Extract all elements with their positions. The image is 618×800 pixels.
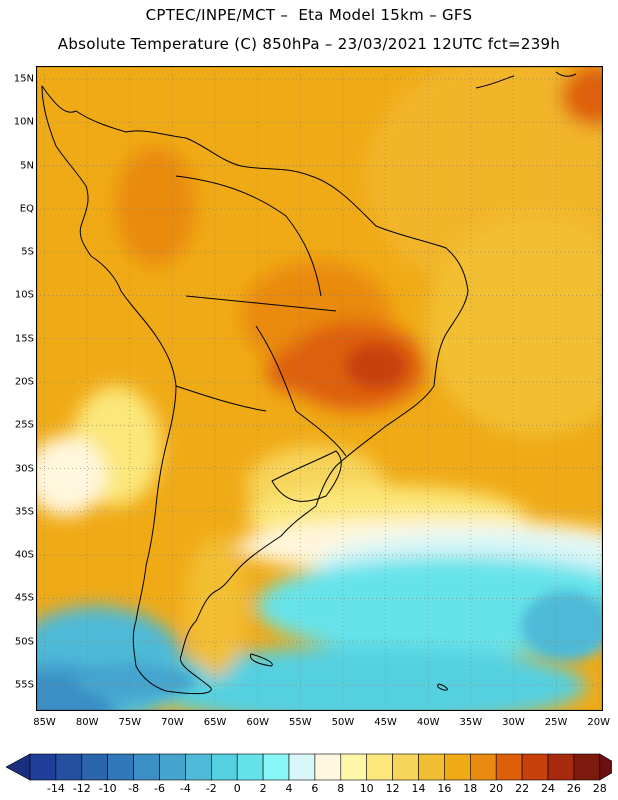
colorbar-swatch [314, 753, 342, 781]
colorbar-swatch [55, 753, 83, 781]
colorbar-under-arrow [6, 753, 31, 781]
lon-tick-label: 25W [544, 717, 568, 728]
colorbar-swatch [444, 753, 471, 781]
lat-tick-label: 10N [13, 116, 34, 128]
lon-tick-label: 30W [502, 717, 525, 728]
colorbar-swatch [29, 753, 57, 781]
colorbar-tick-label: -4 [179, 782, 191, 795]
colorbar-swatch [133, 753, 160, 781]
colorbar-tick-label: -10 [98, 782, 117, 795]
lat-tick-label: 50S [14, 636, 34, 648]
colorbar-swatch [495, 753, 523, 781]
lon-tick-label: 75W [118, 717, 142, 728]
colorbar-swatch [392, 753, 419, 781]
lat-tick-label: 15N [13, 73, 34, 85]
colorbar-swatch [418, 753, 445, 781]
temperature-map [36, 66, 603, 711]
lat-tick-label: 35S [14, 506, 34, 518]
colorbar-tick-label: 20 [489, 782, 504, 795]
colorbar-tick-label: 6 [311, 782, 319, 795]
colorbar-tick-label: -8 [128, 782, 140, 795]
lon-tick-label: 80W [75, 717, 99, 728]
colorbar-swatch [521, 753, 549, 781]
colorbar-tick-label: -2 [205, 782, 217, 795]
colorbar-tick-label: 0 [233, 782, 241, 795]
colorbar-tick-label: 8 [337, 782, 345, 795]
lon-tick-label: 85W [33, 717, 56, 728]
colorbar-swatch [547, 753, 575, 781]
lat-tick-label: 15S [14, 333, 34, 345]
lon-tick-label: 40W [416, 717, 440, 728]
lon-tick-label: 60W [246, 717, 269, 728]
lon-tick-label: 35W [459, 717, 483, 728]
colorbar-tick-label: 14 [411, 782, 426, 795]
colorbar-swatch [211, 753, 238, 781]
lat-tick-label: 10S [14, 289, 34, 301]
colorbar-tick-label: 16 [437, 782, 452, 795]
lat-tick-label: 40S [14, 549, 34, 561]
lon-tick-label: 45W [374, 717, 397, 728]
colorbar-tick-label: 26 [566, 782, 581, 795]
colorbar-swatch [236, 753, 264, 781]
lat-tick-label: 25S [14, 419, 34, 431]
lat-tick-label: 55S [14, 679, 34, 691]
colorbar-tick-label: -6 [154, 782, 165, 795]
colorbar-swatch [107, 753, 134, 781]
colorbar-swatch [288, 753, 316, 781]
colorbar-tick-label: 12 [385, 782, 400, 795]
colorbar-tick-label: -14 [46, 782, 65, 795]
lat-tick-label: EQ [19, 203, 34, 215]
colorbar-tick-label: 28 [592, 782, 607, 795]
lat-tick-label: 20S [14, 376, 34, 388]
lat-tick-label: 5N [20, 160, 34, 172]
colorbar-swatch [366, 753, 393, 781]
lon-tick-label: 50W [331, 717, 355, 728]
colorbar-tick-label: 4 [285, 782, 293, 795]
lat-tick-label: 30S [14, 463, 34, 475]
lat-tick-label: 45S [14, 592, 34, 604]
lat-tick-label: 5S [21, 246, 34, 258]
colorbar-swatch [573, 753, 601, 781]
coastline [41, 71, 577, 695]
lon-tick-label: 55W [289, 717, 312, 728]
colorbar-swatch [185, 753, 212, 781]
temperature-colorbar [6, 753, 612, 781]
colorbar-tick-label: 22 [515, 782, 530, 795]
map-title-line2: Absolute Temperature (C) 850hPa – 23/03/… [57, 35, 561, 53]
colorbar-over-arrow [599, 753, 612, 781]
colorbar-tick-label: 2 [259, 782, 267, 795]
colorbar-tick-label: 10 [359, 782, 374, 795]
colorbar-swatch [262, 753, 290, 781]
colorbar-tick-label: -12 [72, 782, 91, 795]
colorbar-swatch [159, 753, 186, 781]
lon-tick-label: 20W [587, 717, 611, 728]
colorbar-swatch [340, 753, 367, 781]
graticule [36, 66, 603, 711]
colorbar-tick-label: 24 [541, 782, 555, 795]
lon-tick-label: 70W [161, 717, 184, 728]
colorbar-tick-label: 18 [463, 782, 478, 795]
colorbar-swatch [81, 753, 109, 781]
lon-tick-label: 65W [203, 717, 227, 728]
colorbar-swatch [469, 753, 497, 781]
map-title-line1: CPTEC/INPE/MCT – Eta Model 15km – GFS [145, 6, 473, 24]
